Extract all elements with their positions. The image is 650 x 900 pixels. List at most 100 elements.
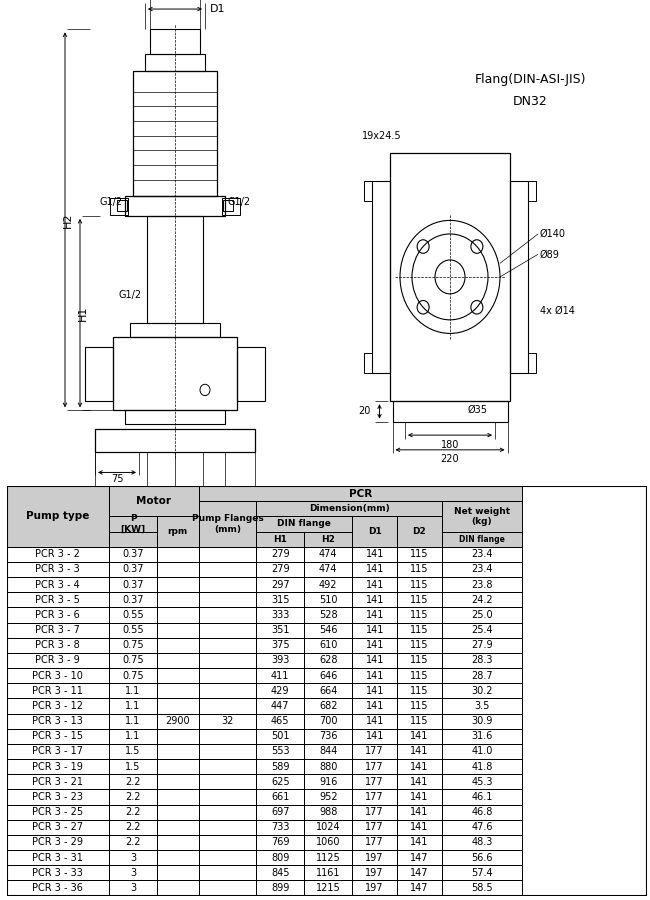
- Text: 141: 141: [365, 670, 384, 680]
- Bar: [223, 200, 233, 212]
- Bar: [393, 401, 508, 421]
- Text: 56.6: 56.6: [471, 852, 493, 862]
- Text: 1.1: 1.1: [125, 686, 140, 696]
- Text: 46.1: 46.1: [471, 792, 493, 802]
- Text: G1/2: G1/2: [100, 197, 123, 207]
- Bar: [364, 353, 372, 373]
- Text: 115: 115: [410, 686, 429, 696]
- Text: 48.3: 48.3: [471, 837, 493, 848]
- Text: 141: 141: [410, 761, 428, 771]
- Text: 625: 625: [271, 777, 289, 787]
- Text: PCR 3 - 33: PCR 3 - 33: [32, 868, 83, 878]
- Bar: [109, 486, 199, 517]
- Text: 682: 682: [319, 701, 337, 711]
- Text: G1/2: G1/2: [227, 197, 250, 207]
- Text: 115: 115: [410, 701, 429, 711]
- Text: 4x Ø14: 4x Ø14: [540, 306, 575, 316]
- Bar: [256, 501, 442, 517]
- Text: 115: 115: [410, 655, 429, 665]
- Text: 375: 375: [271, 640, 289, 650]
- Text: 845: 845: [271, 868, 289, 878]
- Text: PCR 3 - 31: PCR 3 - 31: [32, 852, 83, 862]
- Text: 115: 115: [410, 549, 429, 559]
- Text: PCR 3 - 21: PCR 3 - 21: [32, 777, 83, 787]
- Bar: [256, 517, 352, 532]
- Text: 180: 180: [441, 440, 459, 450]
- Text: 899: 899: [271, 883, 289, 893]
- Text: 115: 115: [410, 610, 429, 620]
- Text: 736: 736: [319, 731, 337, 742]
- Text: 0.37: 0.37: [122, 564, 144, 574]
- Bar: [157, 517, 199, 546]
- Text: Motor: Motor: [136, 496, 171, 506]
- Bar: [125, 410, 225, 424]
- Text: H1: H1: [78, 305, 88, 320]
- Text: PCR: PCR: [348, 489, 372, 499]
- Text: 510: 510: [319, 595, 337, 605]
- Bar: [528, 181, 536, 202]
- Text: 141: 141: [410, 746, 428, 756]
- Text: 115: 115: [410, 564, 429, 574]
- Text: 115: 115: [410, 716, 429, 726]
- Text: 141: 141: [365, 610, 384, 620]
- Text: 628: 628: [319, 655, 337, 665]
- Bar: [199, 486, 522, 501]
- Text: 41.0: 41.0: [471, 746, 493, 756]
- Text: PCR 3 - 6: PCR 3 - 6: [35, 610, 80, 620]
- Text: 465: 465: [271, 716, 289, 726]
- Text: 2.2: 2.2: [125, 777, 140, 787]
- Text: 697: 697: [271, 807, 289, 817]
- Text: 141: 141: [365, 626, 384, 635]
- Text: 75: 75: [111, 486, 124, 496]
- Text: 610: 610: [319, 640, 337, 650]
- Text: 141: 141: [365, 701, 384, 711]
- Text: G1/2: G1/2: [119, 290, 142, 300]
- Bar: [352, 517, 397, 546]
- Text: 1.1: 1.1: [125, 701, 140, 711]
- Text: 0.75: 0.75: [122, 655, 144, 665]
- Bar: [199, 501, 256, 546]
- Text: 0.37: 0.37: [122, 595, 144, 605]
- Text: 177: 177: [365, 807, 384, 817]
- Text: 1060: 1060: [316, 837, 341, 848]
- Text: 952: 952: [319, 792, 337, 802]
- Bar: [117, 200, 127, 212]
- Text: 2.2: 2.2: [125, 807, 140, 817]
- Text: 1215: 1215: [316, 883, 341, 893]
- Text: 115: 115: [410, 626, 429, 635]
- Text: 250: 250: [166, 518, 185, 527]
- Text: 553: 553: [271, 746, 289, 756]
- Text: 30.9: 30.9: [471, 716, 493, 726]
- Bar: [147, 216, 203, 323]
- Bar: [372, 181, 390, 373]
- Text: PCR 3 - 23: PCR 3 - 23: [32, 792, 83, 802]
- Text: PCR 3 - 2: PCR 3 - 2: [35, 549, 80, 559]
- Text: 0.75: 0.75: [122, 670, 144, 680]
- Text: 46.8: 46.8: [471, 807, 493, 817]
- Text: 20: 20: [358, 407, 370, 417]
- Text: PCR 3 - 7: PCR 3 - 7: [35, 626, 80, 635]
- Text: 141: 141: [365, 564, 384, 574]
- Text: 411: 411: [271, 670, 289, 680]
- Bar: [510, 181, 528, 373]
- Text: 1161: 1161: [316, 868, 341, 878]
- Bar: [237, 347, 265, 401]
- Text: 661: 661: [271, 792, 289, 802]
- Text: 700: 700: [319, 716, 337, 726]
- Text: 0.37: 0.37: [122, 580, 144, 590]
- Text: 141: 141: [365, 640, 384, 650]
- Text: 141: 141: [365, 731, 384, 742]
- Text: 177: 177: [365, 792, 384, 802]
- Bar: [110, 198, 128, 215]
- Text: 474: 474: [319, 549, 337, 559]
- Text: PCR 3 - 5: PCR 3 - 5: [35, 595, 80, 605]
- Text: 115: 115: [410, 595, 429, 605]
- Text: 197: 197: [365, 883, 384, 893]
- Text: 0.55: 0.55: [122, 610, 144, 620]
- Text: PCR 3 - 25: PCR 3 - 25: [32, 807, 83, 817]
- Text: 141: 141: [365, 655, 384, 665]
- Text: 28.7: 28.7: [471, 670, 493, 680]
- Text: 115: 115: [410, 670, 429, 680]
- Text: Pump type: Pump type: [26, 511, 90, 521]
- Text: 1.5: 1.5: [125, 746, 140, 756]
